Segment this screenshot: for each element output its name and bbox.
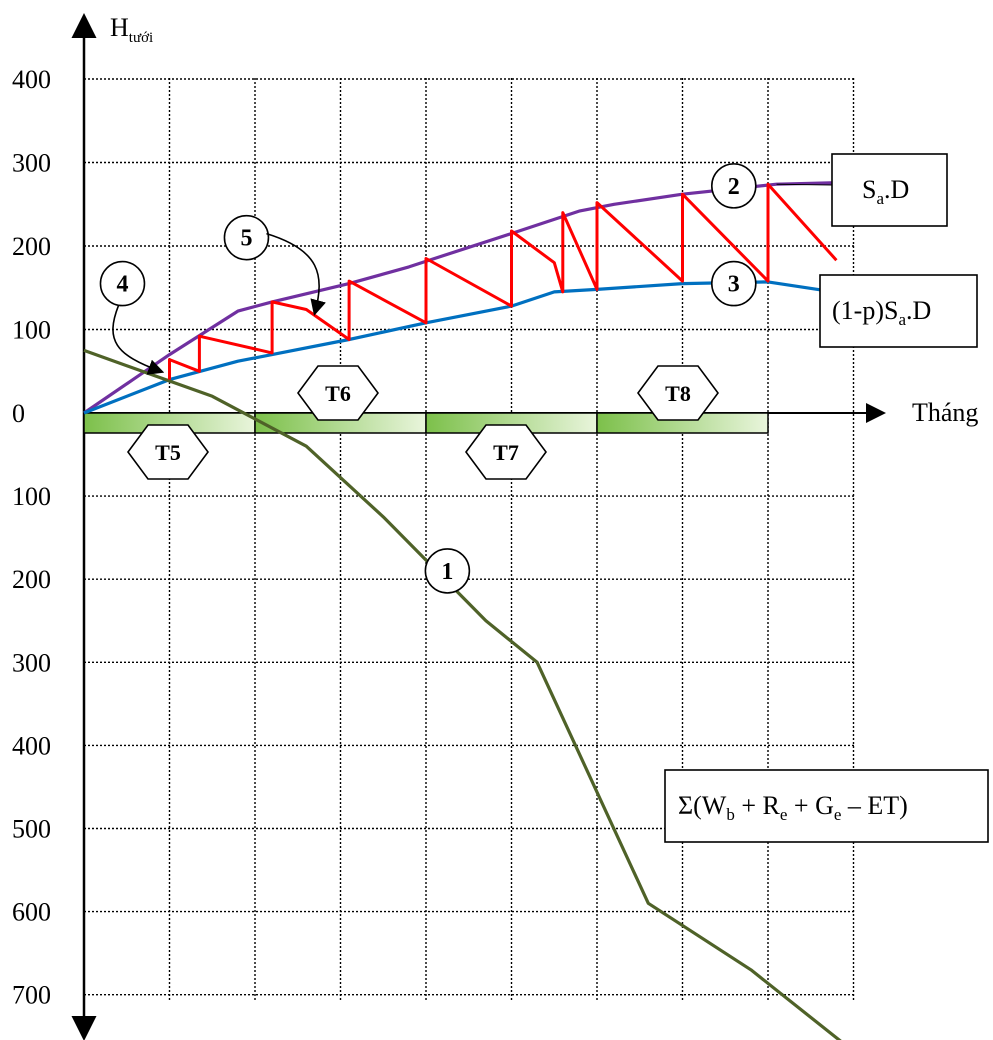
label-box-1p-sad [819, 274, 978, 348]
y-tick-upper-400: 400 [12, 65, 51, 94]
month-label-T7: T7 [493, 440, 519, 465]
label-box-sum [664, 769, 989, 843]
month-hexagons: T5 T6 T7 T8 [127, 365, 719, 480]
marker-label-4: 4 [116, 272, 128, 298]
label-1p-sad: (1-p)Sa.D [832, 296, 931, 329]
y-tick-lower-300: 300 [12, 648, 51, 677]
y-tick-upper-200: 200 [12, 232, 51, 261]
grid [83, 78, 855, 1000]
pointer-arrow-4 [112, 305, 165, 375]
connector-sad [776, 183, 833, 186]
y-axis-label: Htưới [110, 13, 153, 46]
marker-label-3: 3 [728, 272, 740, 298]
y-tick-upper-0: 0 [12, 399, 25, 428]
series-line-1 [83, 348, 842, 1040]
month-label-T5: T5 [155, 440, 181, 465]
y-tick-lower-700: 700 [12, 981, 51, 1010]
y-tick-lower-500: 500 [12, 815, 51, 844]
series-line-3 [83, 280, 846, 415]
y-tick-lower-200: 200 [12, 565, 51, 594]
series-label-boxes: Sa.D (1-p)Sa.D Σ(Wb + Re + Ge – ET) [664, 153, 989, 843]
month-label-T6: T6 [325, 381, 351, 406]
y-tick-upper-300: 300 [12, 149, 51, 178]
y-tick-lower-400: 400 [12, 731, 51, 760]
series-line-zigzag [168, 182, 838, 380]
marker-circle-2 [710, 163, 757, 209]
month-band [83, 412, 769, 434]
month-hexagon-T8 [637, 365, 719, 421]
x-axis-label: Tháng [912, 398, 978, 427]
month-label-T8: T8 [665, 381, 691, 406]
label-sad: Sa.D [862, 175, 909, 208]
month-hexagon-T5 [127, 424, 209, 480]
marker-circle-3 [710, 260, 757, 307]
marker-label-2: 2 [728, 174, 740, 200]
marker-circle-5 [223, 214, 270, 261]
number-markers: 1 2 3 4 5 [99, 163, 757, 594]
month-hexagon-T6 [297, 365, 379, 421]
y-tick-labels: 400 300 200 100 0 100 200 300 400 500 600 700 [12, 65, 51, 1010]
label-box-sad [831, 153, 948, 227]
y-tick-lower-600: 600 [12, 898, 51, 927]
marker-circle-4 [99, 260, 146, 307]
axes [71, 13, 886, 1040]
series-lines [83, 180, 846, 1040]
y-tick-upper-100: 100 [12, 316, 51, 345]
y-tick-lower-100: 100 [12, 482, 51, 511]
marker-circle-1 [424, 548, 471, 594]
marker-label-5: 5 [240, 226, 252, 252]
pointer-arrow-5 [266, 232, 326, 316]
label-sum: Σ(Wb + Re + Ge – ET) [678, 791, 908, 824]
month-hexagon-T7 [465, 424, 547, 480]
marker-label-1: 1 [441, 559, 453, 585]
